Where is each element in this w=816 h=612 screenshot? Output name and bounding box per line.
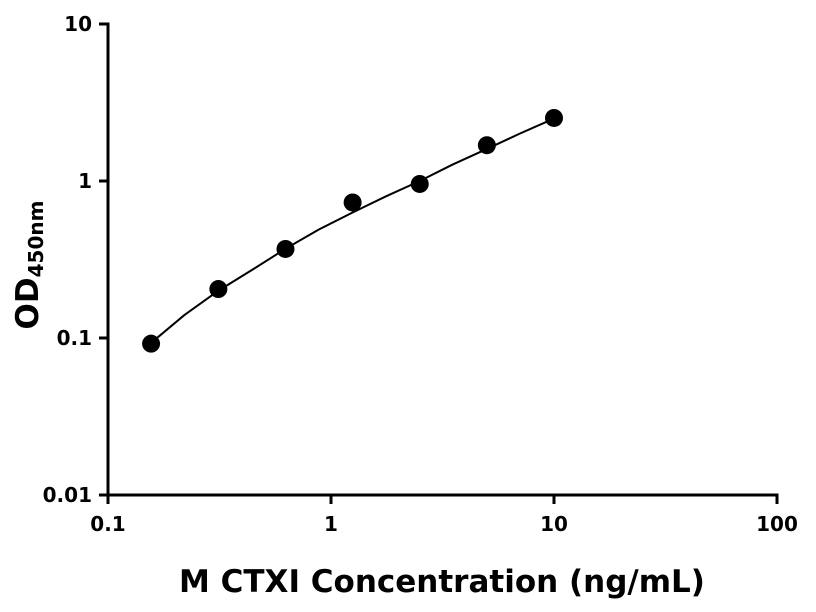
x-tick-label: 100 — [756, 512, 798, 536]
x-tick-label: 1 — [324, 512, 338, 536]
y-axis-title-main: OD — [10, 277, 46, 329]
y-tick-label: 10 — [64, 12, 92, 36]
data-point — [410, 174, 429, 193]
y-tick-label: 1 — [78, 169, 92, 193]
data-point — [209, 280, 228, 299]
data-point — [545, 108, 563, 127]
x-axis-title: M CTXI Concentration (ng/mL) — [179, 564, 705, 600]
data-point — [477, 136, 496, 155]
fit-curve — [150, 117, 555, 344]
data-point — [276, 239, 295, 258]
y-axis-title: OD450nm — [10, 201, 48, 330]
y-tick-label: 0.1 — [57, 326, 92, 350]
x-tick-label: 10 — [540, 512, 568, 536]
y-tick-label: 0.01 — [43, 483, 92, 507]
x-tick-label: 0.1 — [90, 512, 125, 536]
data-point — [142, 334, 161, 353]
y-axis-title-subscript: 450nm — [24, 201, 48, 278]
data-point — [343, 193, 362, 212]
